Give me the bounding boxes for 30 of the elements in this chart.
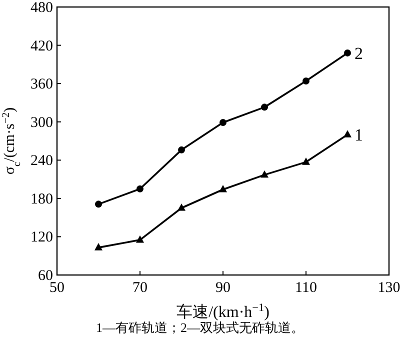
point [136, 185, 144, 192]
y-tick-label: 300 [30, 114, 53, 131]
point [344, 49, 351, 56]
point [136, 235, 144, 243]
text: 1—有砟轨道；2—双块式无砟轨道。 [96, 320, 304, 335]
point [219, 184, 227, 192]
point [178, 146, 185, 154]
x-tick-label: 130 [378, 280, 400, 296]
point [94, 243, 102, 250]
point [302, 158, 310, 165]
series-label: 1 [354, 126, 363, 145]
point [220, 118, 226, 126]
y-tick-label: 240 [30, 153, 53, 170]
x-axis-title: 车速/(km·h$^{−1}$) [176, 302, 270, 321]
y-tick-label: 360 [30, 76, 53, 93]
x-tick-label: 70 [132, 280, 148, 296]
point [261, 104, 268, 111]
y-tick-label: 480 [30, 0, 53, 16]
point [302, 78, 310, 85]
x-tick-label: 110 [295, 280, 317, 296]
y-tick-label: 120 [30, 230, 53, 246]
point [95, 200, 102, 208]
point [344, 130, 352, 138]
x-tick-label: 90 [216, 280, 230, 296]
x-tick-label: 50 [50, 280, 64, 296]
point [260, 170, 268, 178]
point [178, 204, 186, 211]
series-label: 2 [354, 44, 363, 63]
y-tick-label: 420 [30, 38, 53, 54]
y-tick-label: 180 [30, 191, 53, 208]
